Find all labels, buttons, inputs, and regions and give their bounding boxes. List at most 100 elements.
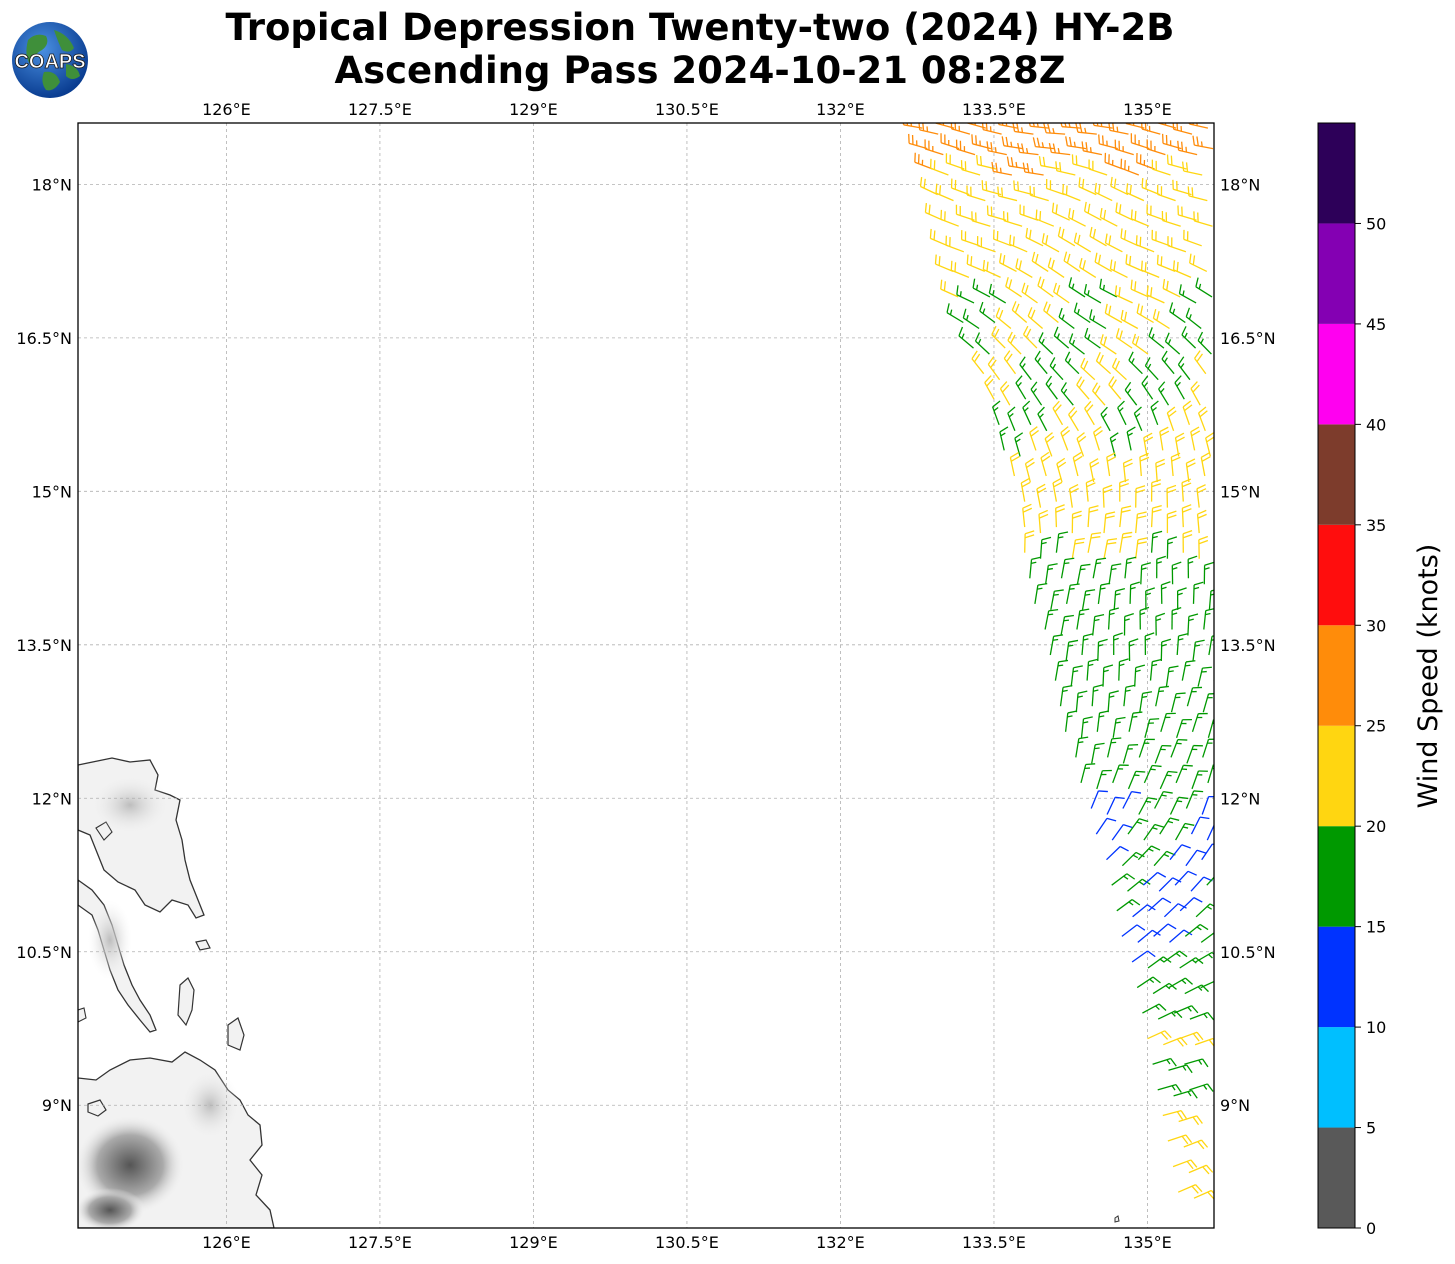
wind-barb [1092, 613, 1105, 636]
colorbar-tick-label: 25 [1366, 717, 1386, 736]
wind-barb [972, 278, 991, 298]
wind-barb [1114, 285, 1133, 304]
wind-barb [1068, 333, 1085, 355]
map-frame [77, 122, 1215, 1229]
wind-barb [1123, 684, 1136, 707]
wind-barb [929, 158, 949, 176]
wind-barb [1201, 795, 1214, 815]
wind-speed-colorbar: 0 5 10 15 20 25 30 35 40 45 50 [1317, 122, 1386, 1238]
lat-tick-label-left: 16.5°N [16, 329, 72, 348]
wind-barb [1177, 1184, 1203, 1194]
wind-barb [1151, 159, 1171, 176]
wind-barb [1035, 209, 1055, 227]
wind-barb [1135, 485, 1146, 508]
wind-barb [1051, 202, 1070, 221]
wind-barb [1044, 608, 1059, 630]
wind-barb [1068, 277, 1086, 298]
wind-barb [1192, 135, 1214, 150]
wind-barb [1124, 381, 1138, 406]
wind-barb [1098, 134, 1118, 150]
wind-barb [1131, 333, 1149, 355]
wind-barb [1022, 325, 1038, 349]
wind-barb [1177, 140, 1198, 156]
wind-barb [1193, 1189, 1214, 1200]
wind-barb [1139, 452, 1150, 477]
wind-barb [1078, 177, 1097, 196]
wind-barb [1005, 277, 1022, 298]
wind-barb [1122, 458, 1133, 483]
wind-barb [1068, 406, 1079, 432]
wind-barb [1150, 479, 1162, 502]
wind-barb [1107, 607, 1120, 630]
wind-barb [1045, 178, 1065, 196]
colorbar-bin [1318, 1127, 1355, 1228]
wind-barb [1150, 400, 1159, 426]
wind-barb [1065, 639, 1079, 662]
wind-barb [1019, 204, 1039, 221]
colorbar-tick-label: 5 [1366, 1119, 1376, 1138]
wind-barb [1052, 400, 1064, 426]
wind-barb [1091, 742, 1105, 764]
wind-barb [999, 253, 1017, 272]
map-title: Tropical Depression Twenty-two (2024) HY… [0, 6, 1400, 92]
wind-barb [1106, 737, 1122, 758]
wind-barb [1187, 613, 1199, 636]
wind-barb [1146, 285, 1165, 304]
wind-barb [1134, 664, 1146, 687]
small-island-4 [195, 939, 211, 951]
wind-barb [1203, 561, 1214, 585]
wind-barb [1179, 957, 1204, 969]
tiny-islet [1114, 1215, 1120, 1223]
colorbar-tick-label: 0 [1366, 1219, 1376, 1238]
wind-barb [1058, 307, 1075, 330]
lon-tick-label-bottom: 126°E [202, 1233, 251, 1252]
wind-barb [1015, 258, 1033, 278]
wind-barb [1073, 302, 1091, 324]
wind-barb [1084, 400, 1095, 426]
wind-barb [1190, 381, 1201, 406]
colorbar-bin [1318, 223, 1355, 324]
wind-barb [1166, 536, 1178, 559]
colorbar-bin [1318, 1027, 1355, 1128]
wind-barb [1152, 308, 1170, 330]
wind-barb [1114, 139, 1134, 156]
lon-tick-label-bottom: 127.5°E [348, 1233, 412, 1252]
wind-barb [1187, 555, 1198, 579]
wind-barb [1130, 133, 1150, 150]
wind-barb [1170, 739, 1188, 758]
wind-barb [1049, 357, 1064, 381]
wind-barb [945, 235, 965, 253]
wind-barb [1062, 184, 1081, 202]
wind-barb [1071, 154, 1092, 170]
wind-barb [1117, 400, 1127, 426]
wind-barb [1158, 381, 1170, 406]
wind-barb [1083, 283, 1102, 304]
wind-barb [1174, 375, 1185, 400]
wind-barb [1007, 406, 1016, 432]
wind-barb [1183, 229, 1202, 247]
wind-barb [1081, 141, 1103, 156]
wind-barb [1115, 202, 1134, 221]
wind-barb [1055, 504, 1065, 528]
wind-barb [908, 133, 928, 150]
wind-barb [1119, 478, 1129, 502]
wind-barb [1041, 233, 1060, 253]
wind-barb [1164, 332, 1181, 355]
lat-tick-label-right: 10.5°N [1220, 943, 1276, 962]
wind-barb [1175, 822, 1195, 841]
wind-barb [1144, 718, 1160, 738]
wind-barb [1143, 432, 1154, 457]
wind-barb [1104, 233, 1123, 253]
wind-barb [1189, 253, 1208, 272]
wind-barb [1121, 851, 1145, 867]
wind-barb [1037, 406, 1048, 432]
wind-barb [1160, 581, 1171, 604]
wind-barb [1116, 899, 1141, 912]
wind-barb [960, 230, 980, 247]
wind-barb [1128, 638, 1139, 662]
lat-tick-label-left: 12°N [32, 789, 72, 808]
wind-barb [1181, 326, 1197, 349]
wind-barb [1087, 532, 1102, 553]
wind-barb [1019, 356, 1032, 381]
